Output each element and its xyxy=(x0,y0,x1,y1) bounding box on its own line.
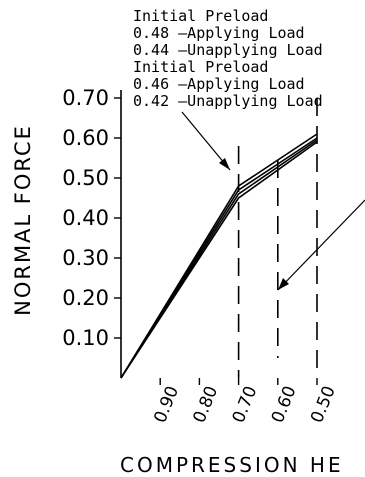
y-tick-label: 0.40 xyxy=(62,206,109,230)
annotation-2-line-3: 0.42 –Unapplying Load xyxy=(133,92,323,110)
x-tick-label: 0.80 xyxy=(189,383,222,426)
annotation-pointers xyxy=(181,111,365,291)
y-tick-label: 0.10 xyxy=(62,326,109,350)
y-tick-label: 0.50 xyxy=(62,166,109,190)
annotation-block: Initial Preload 0.48 –Applying Load 0.44… xyxy=(133,7,323,110)
x-axis-title: COMPRESSION HE xyxy=(120,453,344,477)
series-line xyxy=(120,139,318,379)
pointer-2-line xyxy=(277,199,365,291)
x-tick-label: 0.90 xyxy=(150,383,183,426)
y-tick-label: 0.70 xyxy=(62,86,109,110)
y-tick-label: 0.30 xyxy=(62,246,109,270)
pointer-2-arrowhead xyxy=(278,278,289,290)
x-tick-label: 0.60 xyxy=(268,383,301,426)
series-line xyxy=(120,141,318,379)
y-tick-label: 0.20 xyxy=(62,286,109,310)
pointer-1-arrowhead xyxy=(219,158,230,170)
y-axis-title: NORMAL FORCE xyxy=(11,124,35,316)
y-ticks: 0.10 0.20 0.30 0.40 0.50 0.60 0.70 xyxy=(62,86,121,350)
x-tick-label: 0.70 xyxy=(229,383,262,426)
series-line xyxy=(120,133,318,379)
series-line xyxy=(120,137,318,379)
reference-lines xyxy=(237,98,318,378)
annotation-2-line-2: 0.46 –Applying Load xyxy=(133,75,305,93)
annotation-1-line-2: 0.48 –Applying Load xyxy=(133,24,305,42)
annotation-1-line-1: Initial Preload xyxy=(133,7,268,25)
y-tick-label: 0.60 xyxy=(62,126,109,150)
x-tick-label: 0.50 xyxy=(307,383,340,426)
series-lines xyxy=(120,133,318,379)
pointer-1-line xyxy=(181,111,231,171)
x-ticks: 0.90 0.80 0.70 0.60 0.50 xyxy=(150,378,340,426)
annotation-1-line-3: 0.44 –Unapplying Load xyxy=(133,41,323,59)
annotation-2-line-1: Initial Preload xyxy=(133,58,268,76)
